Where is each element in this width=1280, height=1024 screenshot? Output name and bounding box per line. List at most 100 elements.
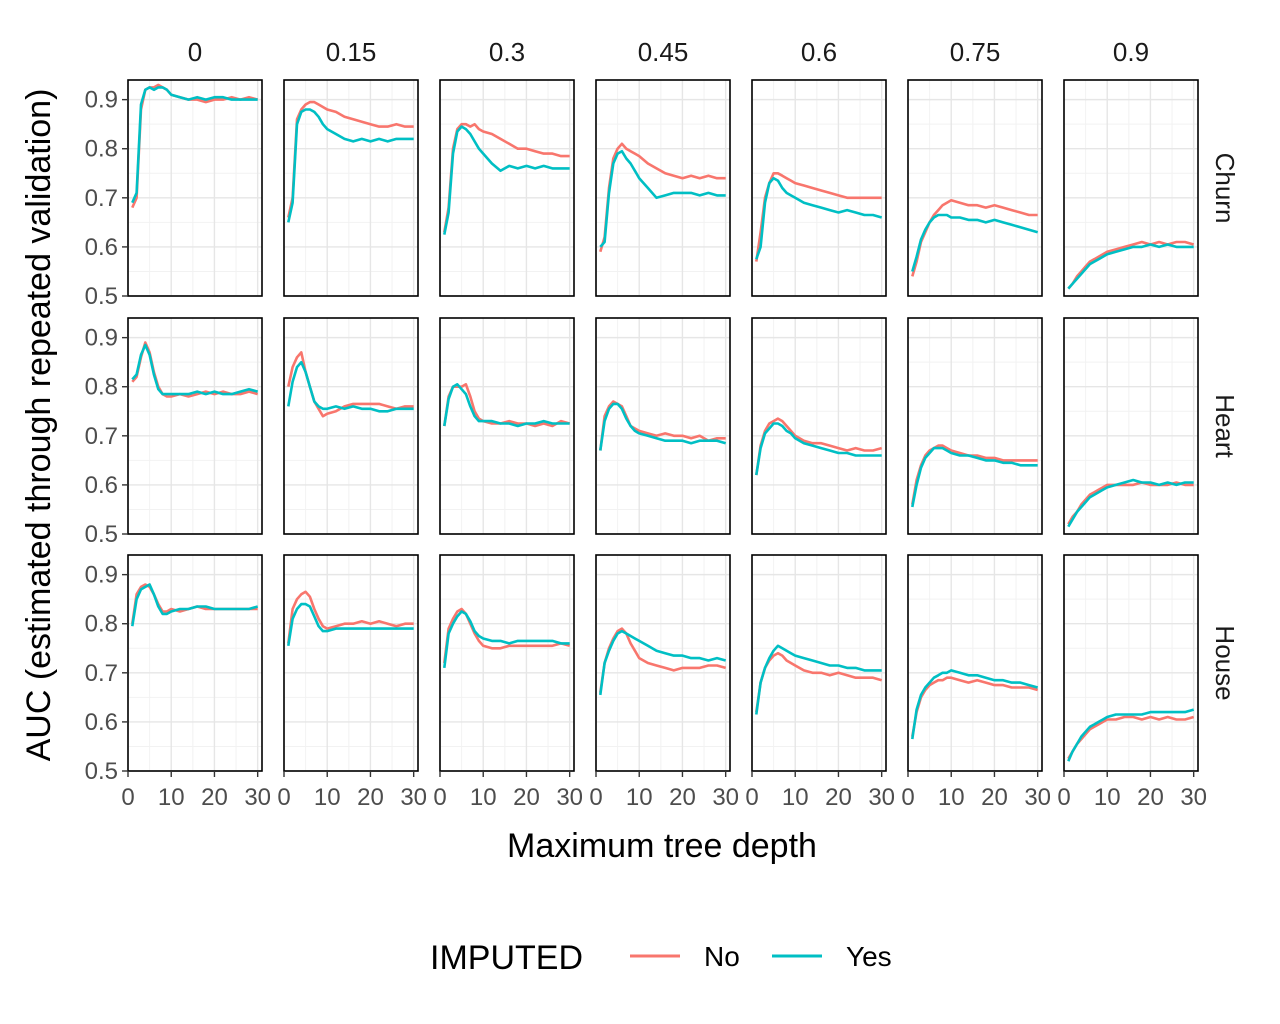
panel-heart-6 [1063, 317, 1199, 535]
x-tick-label: 0 [433, 784, 446, 811]
y-tick-label: 0.6 [85, 472, 118, 499]
panel-house-5 [907, 554, 1043, 777]
panel-border [127, 317, 263, 535]
x-tick-label: 30 [712, 784, 739, 811]
labels-layer: 0.5 0.6 0.7 0.8 0.9 0.5 0.6 0.7 0.8 0.9 0.5 0.6 0.7 0… [85, 37, 1240, 811]
series-line-yes [911, 669, 1039, 740]
series-line-no [911, 676, 1039, 737]
panel-border [907, 79, 1043, 297]
series-line-no [443, 607, 571, 664]
panel-border [595, 554, 731, 772]
y-axis-title: AUC (estimated through repeated validati… [20, 89, 58, 762]
series-line-yes [287, 108, 414, 223]
panel-churn-3 [595, 79, 731, 297]
series-line-no [287, 590, 414, 644]
x-tick-label: 20 [669, 784, 696, 811]
series-line-no [911, 444, 1038, 505]
y-tick-label: 0.6 [85, 709, 118, 736]
column-strip-label: 0.45 [638, 37, 689, 67]
x-tick-label: 10 [1094, 784, 1121, 811]
panel-border [439, 554, 575, 772]
y-tick-label: 0.5 [85, 283, 118, 310]
x-tick-label: 10 [470, 784, 497, 811]
panel-border [439, 79, 575, 297]
series-line-yes [131, 343, 259, 396]
series-line-yes [1067, 708, 1195, 762]
column-strip-label: 0.6 [801, 37, 837, 67]
series-line-yes [443, 610, 570, 669]
series-line-yes [443, 382, 570, 428]
panel-background [596, 318, 730, 534]
panel-border [751, 554, 887, 772]
panel-house-1 [283, 554, 419, 777]
panel-border [283, 79, 419, 297]
row-strip-label: House [1210, 625, 1240, 700]
series-line-yes [599, 149, 726, 248]
x-tick-label: 0 [745, 784, 758, 811]
column-strip-label: 0.3 [489, 37, 525, 67]
y-tick-label: 0.8 [85, 611, 118, 638]
panel-background [284, 318, 418, 534]
x-tick-label: 0 [277, 784, 290, 811]
y-tick-label: 0.7 [85, 185, 118, 212]
series-line-yes [1067, 243, 1194, 290]
x-tick-label: 30 [1180, 784, 1207, 811]
panel-house-4 [751, 554, 887, 777]
row-strip-label: Heart [1210, 394, 1240, 458]
panel-background [596, 80, 730, 296]
x-tick-label: 0 [1057, 784, 1070, 811]
x-tick-label: 10 [314, 784, 341, 811]
y-tick-label: 0.5 [85, 758, 118, 785]
panel-background [284, 80, 418, 296]
column-strip-label: 0.75 [950, 37, 1001, 67]
panel-heart-1 [283, 317, 419, 535]
panel-background [908, 318, 1042, 534]
series-line-yes [443, 125, 570, 235]
x-axis-title: Maximum tree depth [507, 827, 817, 865]
panel-churn-4 [751, 79, 887, 297]
column-strip-label: 0.15 [326, 37, 377, 67]
x-tick-label: 30 [1024, 784, 1051, 811]
panel-churn-6 [1063, 79, 1199, 297]
x-tick-label: 30 [556, 784, 583, 811]
series-line-yes [287, 602, 414, 647]
panel-background [284, 555, 418, 771]
panel-border [1063, 554, 1199, 772]
panel-house-6 [1063, 554, 1199, 777]
legend: IMPUTED No Yes [430, 939, 892, 977]
panel-border [595, 79, 731, 297]
series-line-yes [131, 86, 258, 204]
y-tick-label: 0.7 [85, 423, 118, 450]
x-tick-label: 30 [400, 784, 427, 811]
panel-heart-3 [595, 317, 731, 535]
panel-background [128, 80, 262, 296]
panel-border [127, 79, 263, 297]
panel-heart-5 [907, 317, 1043, 535]
y-tick-label: 0.8 [85, 374, 118, 401]
x-tick-label: 10 [782, 784, 809, 811]
panel-background [440, 80, 574, 296]
panel-churn-1 [283, 79, 419, 297]
legend-label-yes: Yes [846, 941, 892, 972]
y-tick-label: 0.7 [85, 660, 118, 687]
series-line-yes [599, 629, 727, 696]
panel-border [439, 317, 575, 535]
legend-title: IMPUTED [430, 939, 583, 977]
series-line-yes [755, 644, 882, 715]
x-tick-label: 20 [981, 784, 1008, 811]
series-line-yes [755, 176, 883, 260]
panel-border [595, 317, 731, 535]
panel-border [283, 317, 419, 535]
panel-churn-5 [907, 79, 1043, 297]
panel-background [596, 555, 730, 771]
panel-border [1063, 317, 1199, 535]
x-tick-label: 0 [901, 784, 914, 811]
y-tick-label: 0.9 [85, 325, 118, 352]
x-tick-label: 20 [513, 784, 540, 811]
series-line-yes [911, 213, 1039, 272]
panel-border [127, 554, 263, 772]
legend-label-no: No [704, 941, 740, 972]
x-tick-label: 30 [868, 784, 895, 811]
column-strip-label: 0.9 [1113, 37, 1149, 67]
